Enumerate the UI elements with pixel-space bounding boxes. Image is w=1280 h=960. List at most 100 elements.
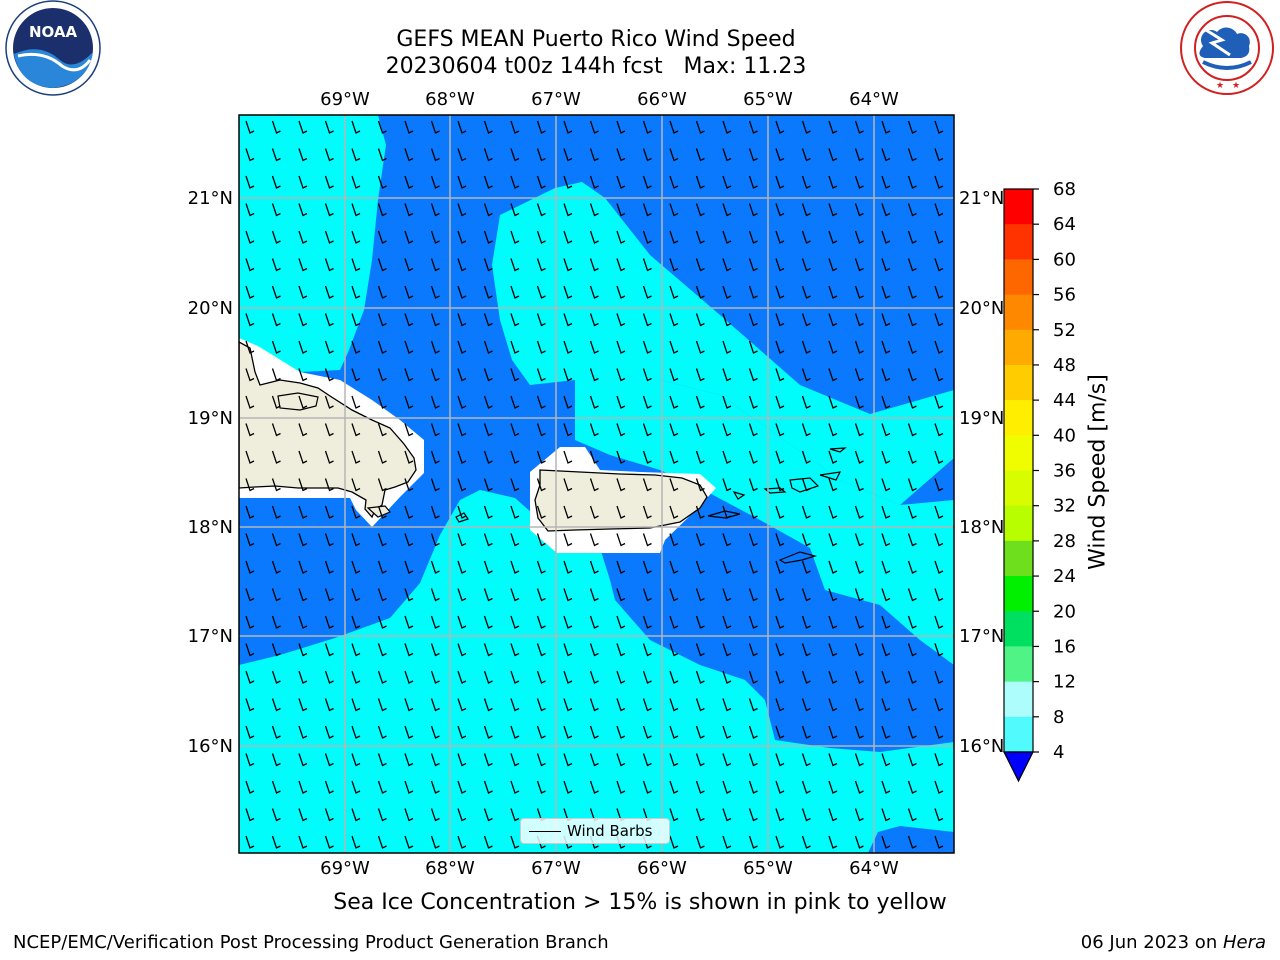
wind-barb xyxy=(642,560,652,574)
wind-barb xyxy=(563,505,573,519)
wind-barb xyxy=(642,230,652,244)
wind-barb xyxy=(510,560,520,574)
wind-barb xyxy=(907,368,917,382)
wind-barb xyxy=(748,505,758,519)
colorbar-extend-arrow xyxy=(1003,751,1034,783)
wind-barb xyxy=(748,560,758,574)
lon-label: 67°W xyxy=(531,858,581,879)
wind-barb xyxy=(934,670,944,684)
wind-barb xyxy=(483,120,493,134)
wind-barb xyxy=(536,175,546,189)
wind-barb xyxy=(510,533,520,547)
wind-barb xyxy=(854,175,864,189)
wind-barb xyxy=(457,148,467,162)
wind-barb xyxy=(589,533,599,547)
wind-barb xyxy=(271,230,281,244)
wind-barb xyxy=(563,698,573,712)
wind-barb xyxy=(536,753,546,767)
wind-barb xyxy=(377,203,387,217)
wind-barb xyxy=(377,175,387,189)
wind-barb xyxy=(404,395,414,409)
wind-barb xyxy=(695,643,705,657)
wind-barb xyxy=(245,725,255,739)
colorbar: 68 64 60 56 52 48 44 40 36 32 28 24 20 16 12 8 4 xyxy=(1003,179,1076,783)
wind-barb xyxy=(722,285,732,299)
wind-barb xyxy=(642,313,652,327)
wind-barb xyxy=(934,258,944,272)
wind-barb xyxy=(298,285,308,299)
wind-barb xyxy=(801,615,811,629)
wind-barb xyxy=(669,505,679,519)
wind-barb xyxy=(377,368,387,382)
wind-barb xyxy=(828,478,838,492)
wind-barb xyxy=(801,395,811,409)
wind-barb xyxy=(404,835,414,849)
wind-barb xyxy=(298,423,308,437)
wind-barb xyxy=(854,395,864,409)
wind-barb xyxy=(324,368,334,382)
wind-barb xyxy=(483,835,493,849)
wind-barb xyxy=(351,533,361,547)
wind-barb xyxy=(483,505,493,519)
wind-barb xyxy=(801,340,811,354)
wind-barb xyxy=(775,780,785,794)
wind-barb xyxy=(271,120,281,134)
wind-barb xyxy=(934,505,944,519)
wind-barb xyxy=(351,395,361,409)
wind-barb xyxy=(748,780,758,794)
wind-barb xyxy=(828,395,838,409)
wind-barb xyxy=(536,698,546,712)
wind-barb xyxy=(669,670,679,684)
colorbar-segment xyxy=(1004,681,1033,718)
lon-label: 64°W xyxy=(849,858,899,879)
wind-barb xyxy=(377,615,387,629)
wind-barb xyxy=(801,175,811,189)
wind-barb xyxy=(695,505,705,519)
wind-barb xyxy=(324,203,334,217)
wind-barb xyxy=(881,368,891,382)
wind-barb xyxy=(616,120,626,134)
wind-barb xyxy=(695,120,705,134)
wind-barb xyxy=(801,780,811,794)
wind-barb xyxy=(669,120,679,134)
wind-barb xyxy=(934,313,944,327)
wind-barb xyxy=(589,643,599,657)
wind-barb xyxy=(907,615,917,629)
wind-barb xyxy=(748,148,758,162)
wind-barb xyxy=(271,478,281,492)
gridlines xyxy=(239,115,954,853)
wind-barb xyxy=(589,753,599,767)
wind-barb xyxy=(854,615,864,629)
wind-barb xyxy=(589,725,599,739)
wind-barb xyxy=(536,643,546,657)
wind-barb xyxy=(907,588,917,602)
wind-barb xyxy=(483,148,493,162)
lat-label: 18°N xyxy=(959,517,1004,538)
wind-barb xyxy=(271,588,281,602)
wind-barb xyxy=(245,395,255,409)
wind-barb xyxy=(245,753,255,767)
wind-barb xyxy=(245,835,255,849)
wind-barb xyxy=(510,313,520,327)
wind-barb xyxy=(483,533,493,547)
wind-barb xyxy=(775,313,785,327)
wind-barb xyxy=(722,643,732,657)
wind-barb xyxy=(695,835,705,849)
wind-barb xyxy=(934,478,944,492)
wind-barb xyxy=(457,175,467,189)
wind-barb xyxy=(457,615,467,629)
colorbar-tick-label: 64 xyxy=(1053,214,1076,235)
wind-barb xyxy=(907,340,917,354)
wind-barb xyxy=(907,533,917,547)
wind-barb xyxy=(642,175,652,189)
wind-barb xyxy=(245,148,255,162)
wind-barb xyxy=(801,698,811,712)
wind-barb xyxy=(616,505,626,519)
wind-barb xyxy=(271,423,281,437)
nws-logo: ★ ★ xyxy=(1180,1,1274,95)
lat-label: 21°N xyxy=(188,188,233,209)
colorbar-segment xyxy=(1004,364,1033,401)
wind-barb xyxy=(351,753,361,767)
wind-barb xyxy=(271,203,281,217)
wind-barb xyxy=(616,780,626,794)
